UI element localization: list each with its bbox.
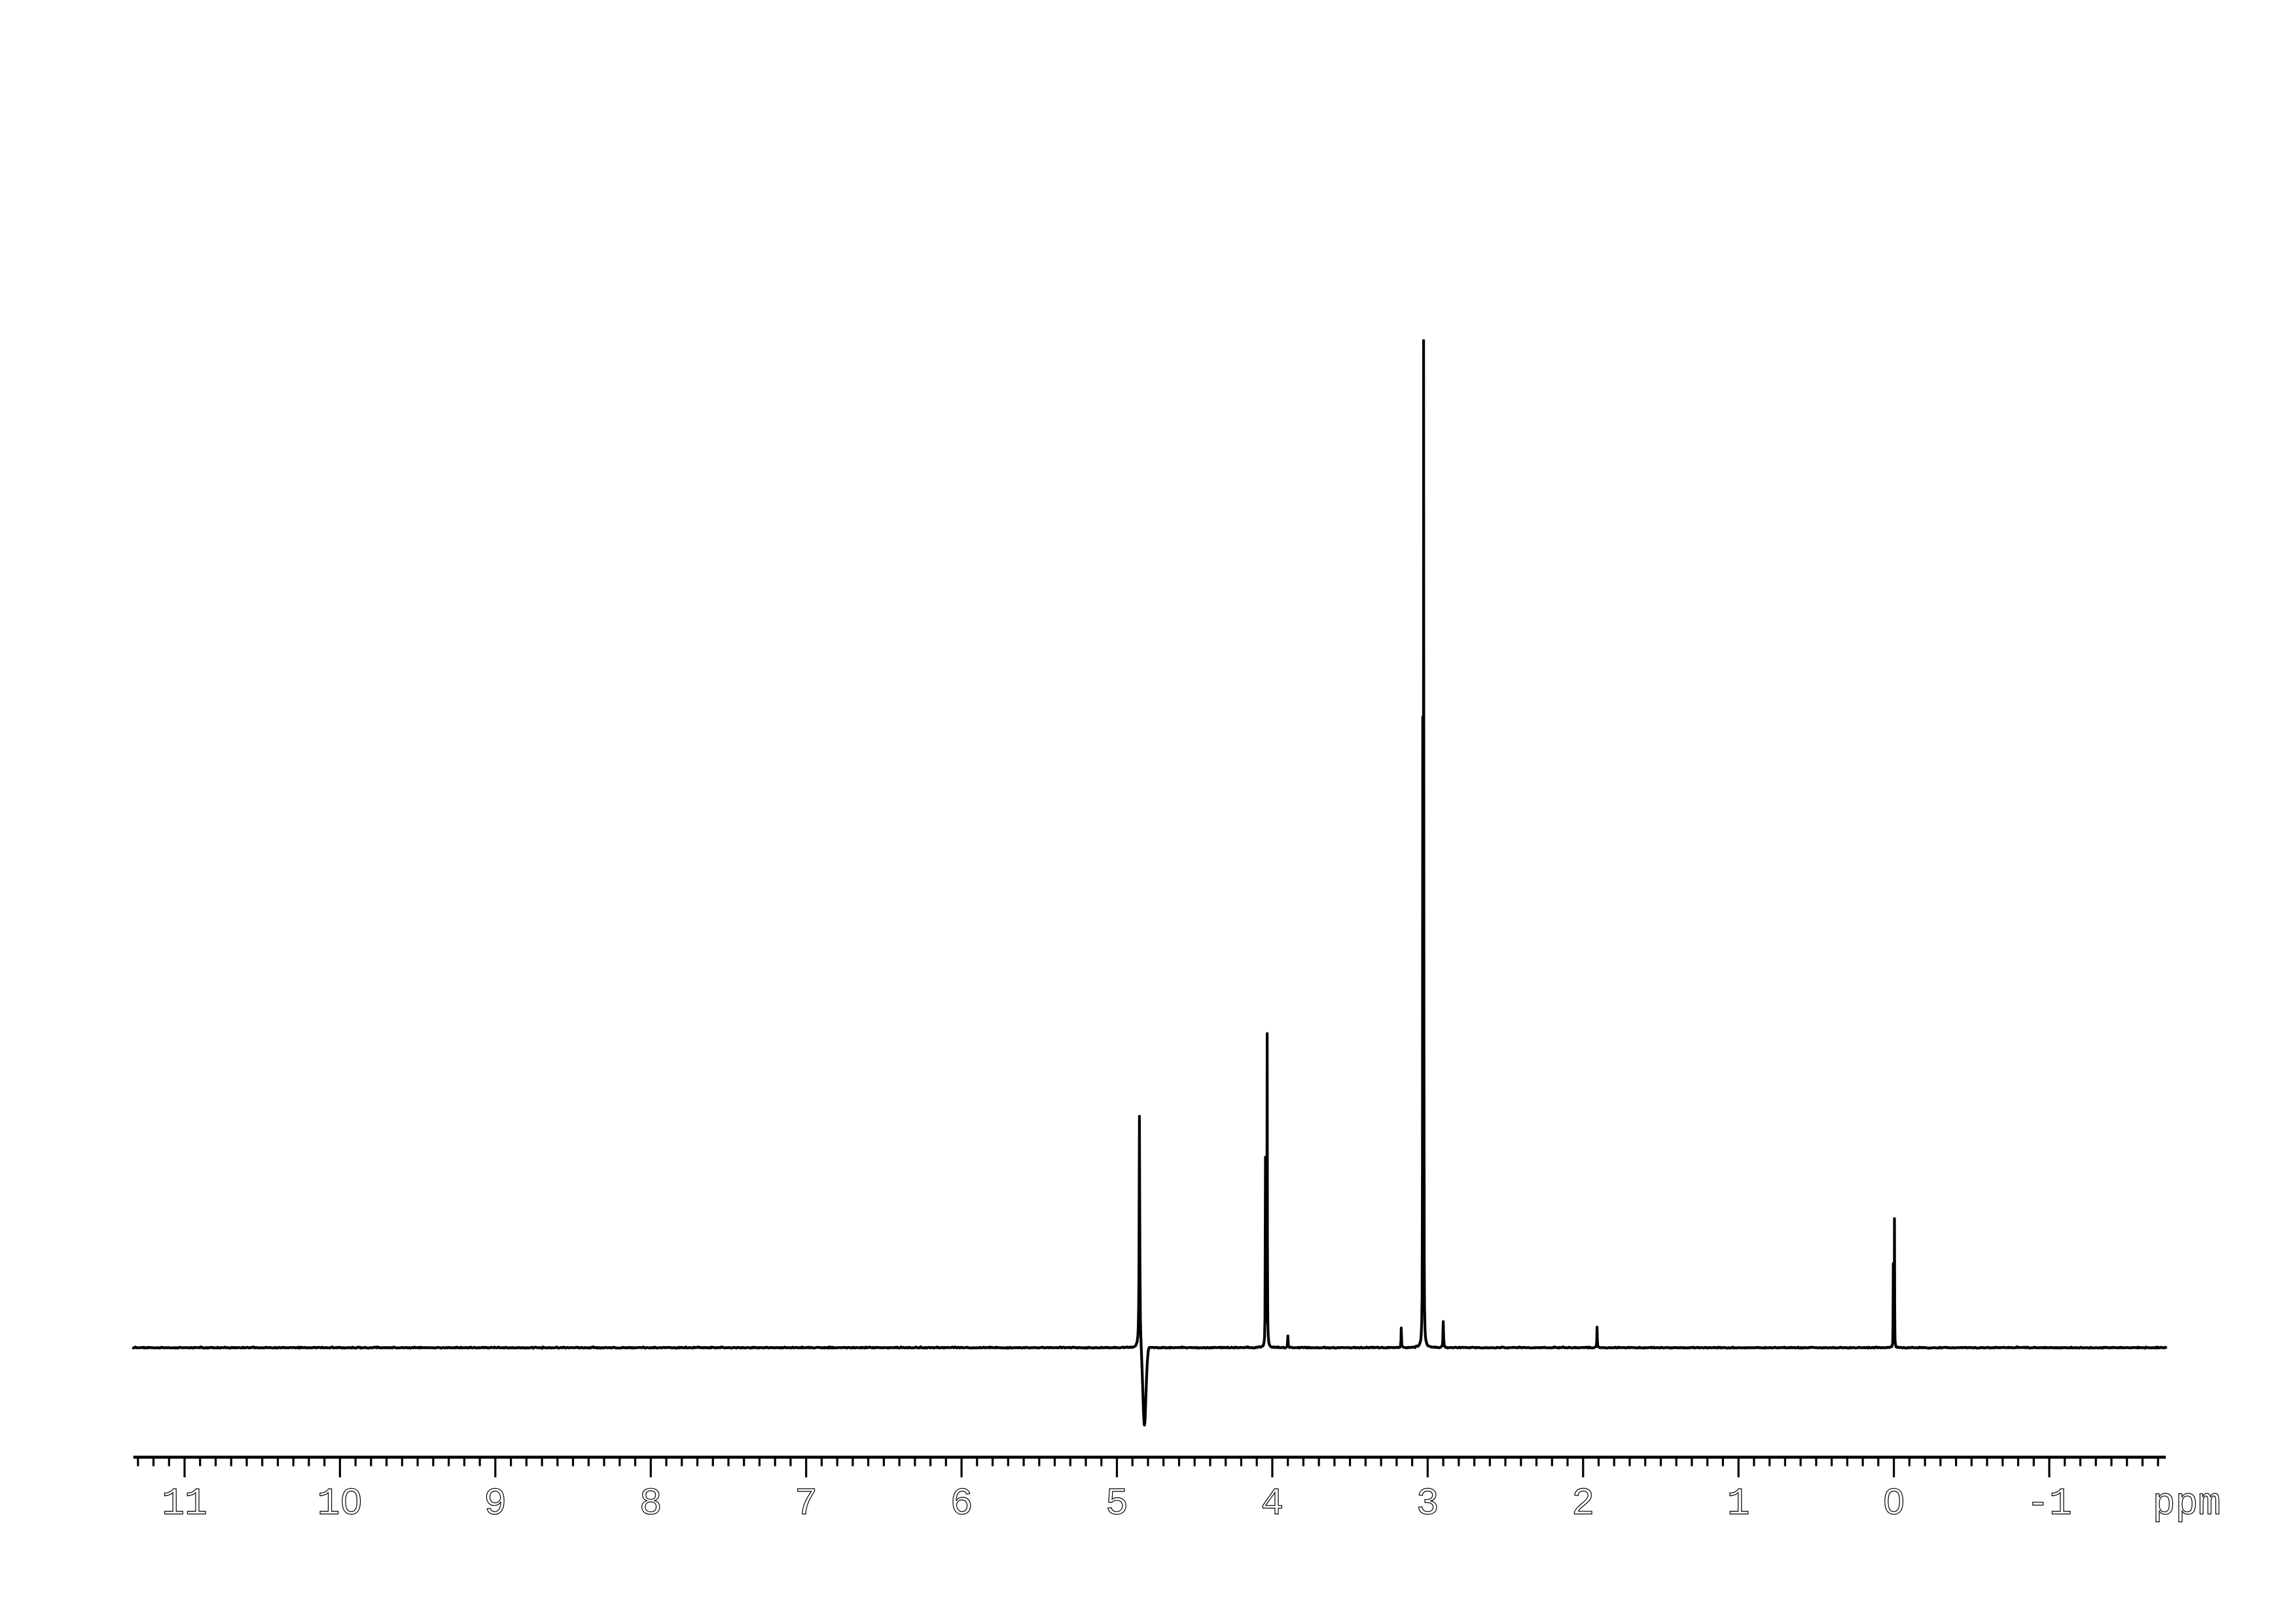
svg-text:6: 6 xyxy=(950,1484,973,1526)
svg-text:9: 9 xyxy=(484,1484,507,1526)
svg-text:11: 11 xyxy=(162,1484,207,1526)
svg-text:1: 1 xyxy=(1727,1484,1750,1526)
svg-text:3: 3 xyxy=(1416,1484,1439,1526)
svg-text:5: 5 xyxy=(1105,1484,1128,1526)
svg-text:8: 8 xyxy=(639,1484,662,1526)
svg-text:ppm: ppm xyxy=(2153,1484,2221,1526)
svg-text:7: 7 xyxy=(795,1484,817,1526)
svg-text:2: 2 xyxy=(1571,1484,1594,1526)
svg-text:10: 10 xyxy=(317,1484,363,1526)
svg-text:4: 4 xyxy=(1261,1484,1283,1526)
svg-text:-1: -1 xyxy=(2026,1484,2072,1526)
